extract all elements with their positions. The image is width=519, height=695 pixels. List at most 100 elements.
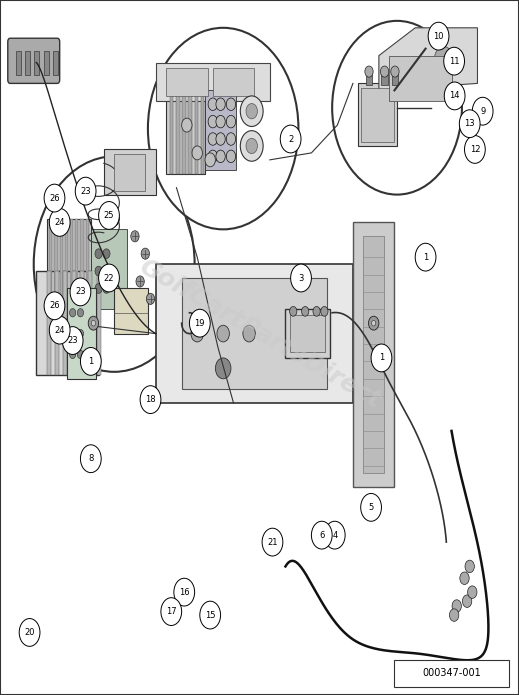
Circle shape: [189, 309, 210, 337]
Circle shape: [75, 177, 96, 205]
Bar: [188, 87, 192, 174]
Bar: [170, 87, 173, 174]
Circle shape: [136, 276, 144, 287]
Circle shape: [49, 208, 70, 236]
Bar: [213, 68, 254, 96]
Circle shape: [191, 325, 203, 342]
Circle shape: [361, 493, 381, 521]
Text: 18: 18: [145, 395, 156, 404]
Text: 23: 23: [80, 187, 91, 195]
Circle shape: [77, 350, 84, 359]
Circle shape: [77, 329, 84, 338]
Bar: [195, 87, 198, 174]
Circle shape: [161, 598, 182, 626]
Text: 20: 20: [24, 628, 35, 637]
Circle shape: [311, 521, 332, 549]
Circle shape: [391, 66, 399, 77]
Bar: [72, 271, 76, 375]
Bar: [392, 74, 398, 85]
Text: 16: 16: [179, 588, 189, 596]
Text: 13: 13: [465, 120, 475, 128]
Circle shape: [449, 609, 459, 621]
Circle shape: [62, 327, 83, 354]
Circle shape: [246, 138, 257, 154]
Circle shape: [140, 386, 161, 414]
Text: 25: 25: [104, 211, 114, 220]
Circle shape: [70, 278, 91, 306]
Bar: [44, 51, 49, 75]
Bar: [88, 271, 92, 375]
Text: GolfCartPartsDirect: GolfCartPartsDirect: [134, 254, 385, 413]
Bar: [36, 271, 99, 375]
Text: 22: 22: [104, 274, 114, 282]
Bar: [97, 271, 101, 375]
Circle shape: [380, 66, 389, 77]
Circle shape: [182, 118, 192, 132]
Text: 9: 9: [480, 107, 485, 115]
Bar: [80, 219, 84, 316]
Circle shape: [465, 560, 474, 573]
Text: 1: 1: [423, 253, 428, 261]
Circle shape: [208, 98, 217, 111]
Text: 1: 1: [379, 354, 384, 362]
Circle shape: [112, 216, 116, 222]
Circle shape: [246, 104, 257, 119]
Bar: [63, 271, 67, 375]
Bar: [201, 87, 204, 174]
Circle shape: [460, 572, 469, 584]
Circle shape: [452, 600, 461, 612]
Circle shape: [77, 309, 84, 317]
Circle shape: [103, 266, 110, 276]
Circle shape: [205, 153, 215, 167]
Circle shape: [468, 586, 477, 598]
Circle shape: [148, 28, 298, 229]
Text: 23: 23: [67, 336, 78, 345]
Text: 21: 21: [267, 538, 278, 546]
Bar: [176, 87, 180, 174]
Bar: [182, 87, 186, 174]
Bar: [49, 219, 52, 316]
Circle shape: [109, 212, 119, 226]
Bar: [290, 315, 325, 352]
Circle shape: [291, 264, 311, 292]
Text: 15: 15: [205, 611, 215, 619]
Circle shape: [70, 350, 76, 359]
Bar: [285, 309, 330, 358]
Bar: [353, 222, 394, 486]
Text: 17: 17: [166, 607, 176, 616]
Circle shape: [174, 578, 195, 606]
Circle shape: [462, 595, 472, 607]
Circle shape: [226, 98, 236, 111]
Circle shape: [95, 249, 102, 259]
Circle shape: [472, 97, 493, 125]
Circle shape: [80, 445, 101, 473]
Bar: [34, 51, 39, 75]
Circle shape: [91, 320, 95, 326]
Text: 12: 12: [470, 145, 480, 154]
Circle shape: [324, 521, 345, 549]
Text: 14: 14: [449, 92, 460, 100]
Circle shape: [444, 82, 465, 110]
Circle shape: [217, 325, 229, 342]
Bar: [53, 51, 58, 75]
FancyBboxPatch shape: [8, 38, 60, 83]
Circle shape: [280, 125, 301, 153]
Bar: [205, 90, 236, 170]
Circle shape: [99, 202, 119, 229]
Circle shape: [131, 231, 139, 242]
Circle shape: [103, 284, 110, 293]
Text: 5: 5: [368, 503, 374, 512]
Bar: [67, 288, 96, 379]
Circle shape: [141, 248, 149, 259]
Circle shape: [215, 358, 231, 379]
Bar: [381, 74, 388, 85]
Circle shape: [208, 150, 217, 163]
Circle shape: [146, 293, 155, 304]
Text: 24: 24: [54, 326, 65, 334]
Bar: [166, 87, 205, 174]
Circle shape: [368, 316, 379, 330]
Circle shape: [415, 243, 436, 271]
Bar: [389, 56, 452, 101]
Circle shape: [49, 316, 70, 344]
Circle shape: [226, 115, 236, 128]
